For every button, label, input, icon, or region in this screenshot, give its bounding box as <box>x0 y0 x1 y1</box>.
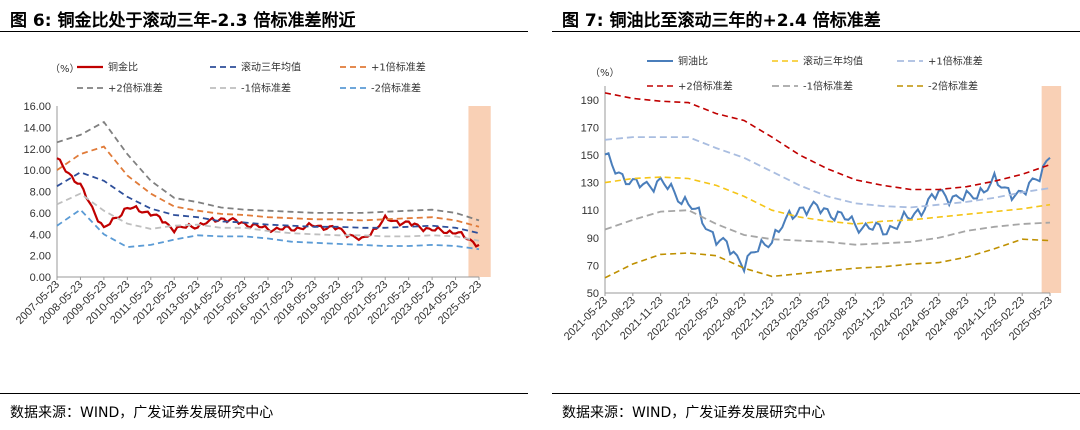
right-y-tick-label: 130 <box>581 178 599 190</box>
right-legend-label-minus2: -2倍标准差 <box>928 80 978 93</box>
left-legend-label-mean: 滚动三年均值 <box>241 61 301 74</box>
left-series-mean <box>56 171 480 235</box>
right-legend-label-ratio: 铜油比 <box>678 55 708 68</box>
left-legend-label-ratio: 铜金比 <box>108 61 138 74</box>
right-series-minus1 <box>604 209 1051 246</box>
right-y-tick-label: 90 <box>587 233 599 245</box>
left-series-minus2 <box>56 208 480 251</box>
right-footer-rule <box>552 393 1080 394</box>
right-legend-label-plus1: +1倍标准差 <box>928 55 983 68</box>
right-y-tick-label: 190 <box>581 95 599 107</box>
left-series-ratio <box>56 157 480 248</box>
left-legend-label-minus2: -2倍标准差 <box>371 82 421 95</box>
left-y-tick-label: 14.00 <box>23 122 51 134</box>
right-series-ratio <box>604 152 1051 275</box>
left-y-tick-label: 4.00 <box>30 229 51 241</box>
right-source-note: 数据来源：WIND，广发证券发展研究中心 <box>562 405 826 421</box>
right-chart-panel: 图 7: 铜油比至滚动三年的+2.4 倍标准差 50 70 90 110 130 150 1… <box>552 0 1080 430</box>
right-y-tick-label: 50 <box>587 288 599 300</box>
right-series-mean <box>604 176 1051 225</box>
left-unit-label: （%） <box>50 63 80 75</box>
right-y-tick-label: 70 <box>587 260 599 272</box>
right-highlight-band <box>1041 86 1062 293</box>
left-series-minus1 <box>56 192 480 242</box>
right-chart-svg: 5070901101301501701902021-05-232021-08-2… <box>562 55 1062 343</box>
right-title-rule <box>552 31 1080 32</box>
left-series-plus1 <box>56 145 480 228</box>
left-legend-label-minus1: -1倍标准差 <box>241 82 291 95</box>
left-y-tick-label: 12.00 <box>23 144 51 156</box>
left-legend-label-plus2: +2倍标准差 <box>108 82 163 95</box>
right-series-plus1 <box>604 136 1051 209</box>
right-legend-label-mean: 滚动三年均值 <box>803 55 863 68</box>
right-legend-label-minus1: -1倍标准差 <box>803 80 853 93</box>
right-unit-label: （%） <box>590 67 620 79</box>
left-y-tick-label: 0.00 <box>30 272 51 284</box>
right-y-tick-label: 150 <box>581 150 599 162</box>
left-chart-svg: 0.00 2.00 4.00 6.00 8.00 10.00 12.00 14.00 16.00… <box>14 61 491 327</box>
left-footer-rule <box>0 393 528 394</box>
left-y-tick-label: 10.00 <box>23 165 51 177</box>
left-y-tick-label: 6.00 <box>30 208 51 220</box>
left-legend-label-plus1: +1倍标准差 <box>371 61 426 74</box>
right-y-tick-label: 110 <box>581 205 599 217</box>
left-series-plus2 <box>56 120 480 222</box>
right-y-tick-label: 170 <box>581 122 599 134</box>
left-source-note: 数据来源：WIND，广发证券发展研究中心 <box>10 405 274 421</box>
left-chart-title: 图 6: 铜金比处于滚动三年-2.3 倍标准差附近 <box>10 11 356 31</box>
right-series-plus2 <box>604 92 1051 191</box>
right-series-minus2 <box>604 238 1051 279</box>
right-legend-label-plus2: +2倍标准差 <box>678 80 733 93</box>
left-title-rule <box>0 31 528 32</box>
right-chart-title: 图 7: 铜油比至滚动三年的+2.4 倍标准差 <box>562 11 881 31</box>
left-y-tick-label: 16.00 <box>23 101 51 113</box>
left-chart-panel: 图 6: 铜金比处于滚动三年-2.3 倍标准差附近 0.00 2.00 4.00 6.… <box>0 0 528 430</box>
left-highlight-band <box>468 106 491 277</box>
left-y-tick-label: 2.00 <box>30 251 51 263</box>
left-y-tick-label: 8.00 <box>30 187 51 199</box>
